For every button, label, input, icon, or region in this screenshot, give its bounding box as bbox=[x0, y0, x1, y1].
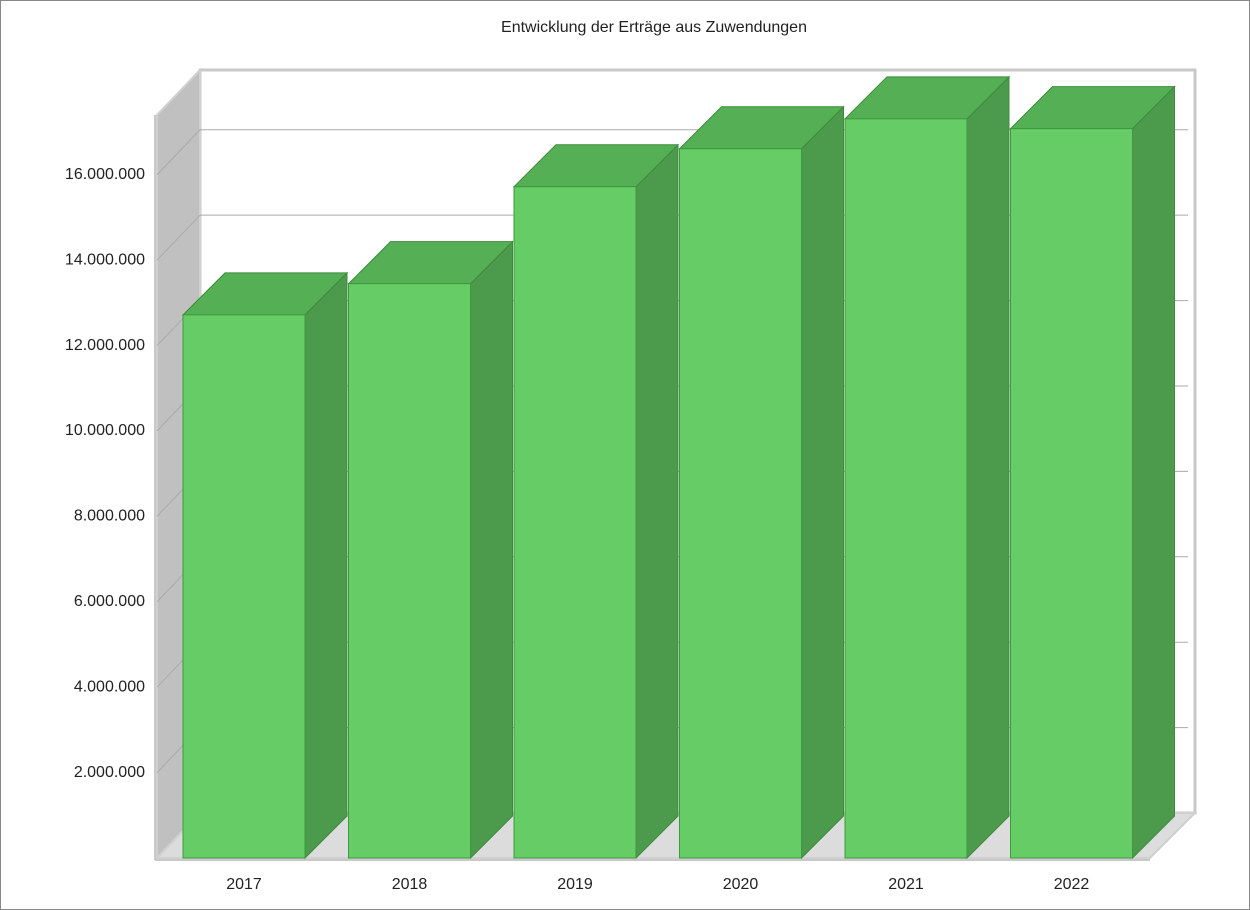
bar-side bbox=[635, 143, 679, 860]
y-tick-label: 2.000.000 bbox=[74, 764, 145, 781]
bar bbox=[679, 148, 802, 859]
grid-line-side bbox=[156, 129, 201, 176]
bar-side bbox=[801, 105, 844, 860]
bar bbox=[844, 118, 968, 859]
x-tick-label: 2018 bbox=[392, 876, 428, 893]
bar bbox=[182, 314, 306, 859]
x-tick-label: 2019 bbox=[557, 876, 593, 893]
grid-line-side bbox=[156, 214, 201, 261]
x-tick-label: 2020 bbox=[723, 876, 759, 893]
bar bbox=[348, 283, 471, 859]
x-tick-label: 2022 bbox=[1054, 876, 1090, 893]
y-tick-label: 6.000.000 bbox=[74, 593, 145, 610]
bar bbox=[1010, 128, 1133, 859]
bar bbox=[513, 186, 637, 859]
x-tick-label: 2021 bbox=[888, 876, 924, 893]
y-tick-label: 4.000.000 bbox=[74, 678, 145, 695]
y-tick-label: 14.000.000 bbox=[65, 251, 145, 268]
bar-side bbox=[1132, 85, 1175, 860]
bar-side bbox=[304, 271, 348, 860]
bar-side bbox=[470, 240, 513, 860]
y-tick-label: 12.000.000 bbox=[65, 337, 145, 354]
y-tick-label: 8.000.000 bbox=[74, 508, 145, 525]
y-tick-label: 10.000.000 bbox=[65, 422, 145, 439]
y-tick-label: 16.000.000 bbox=[65, 166, 145, 183]
chart-title: Entwicklung der Erträge aus Zuwendungen bbox=[501, 19, 807, 36]
x-tick-label: 2017 bbox=[226, 876, 262, 893]
bar-side bbox=[966, 75, 1010, 860]
